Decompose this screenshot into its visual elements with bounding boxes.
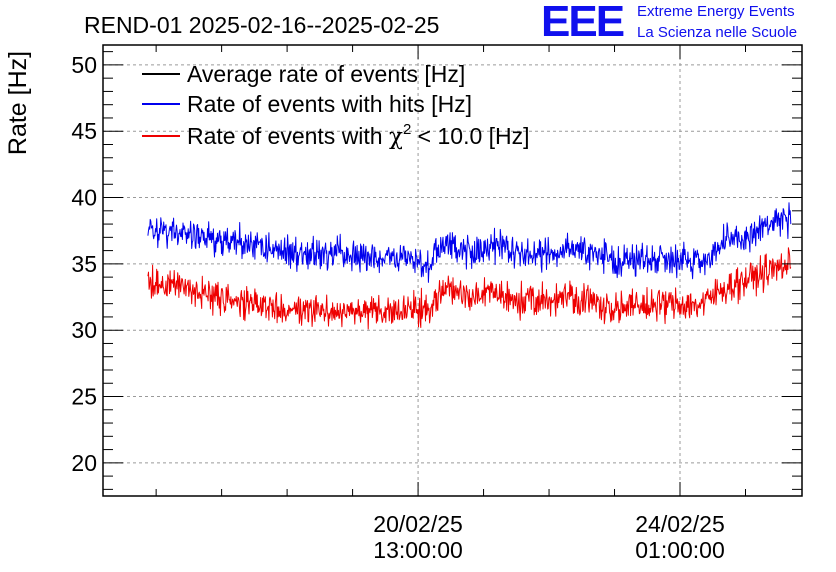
x-tick-label-time: 01:00:00	[635, 537, 725, 563]
legend: Average rate of events [Hz] Rate of event…	[142, 61, 530, 150]
x-tick-label-date: 20/02/25	[373, 511, 463, 537]
y-tick-label: 30	[71, 317, 97, 343]
y-tick-label: 20	[71, 450, 97, 476]
chart-title: REND-01 2025-02-16--2025-02-25	[84, 12, 439, 38]
legend-label-hits: Rate of events with hits [Hz]	[187, 91, 472, 117]
eee-logo-line2: La Scienza nelle Scuole	[637, 24, 798, 41]
grid-lines	[103, 45, 802, 496]
data-series	[147, 202, 792, 330]
eee-logo-mark: EEE	[541, 0, 625, 46]
y-tick-label: 50	[71, 52, 97, 78]
legend-label-chi2: Rate of events with χ2 < 10.0 [Hz]	[187, 121, 530, 150]
y-tick-label: 45	[71, 118, 97, 144]
y-tick-label: 35	[71, 251, 97, 277]
y-tick-label: 25	[71, 384, 97, 410]
x-tick-label-date: 24/02/25	[635, 511, 725, 537]
y-tick-label: 40	[71, 185, 97, 211]
series-line-chi2	[147, 247, 792, 330]
legend-label-average: Average rate of events [Hz]	[187, 61, 465, 87]
plot-frame	[102, 44, 803, 497]
series-line-hits	[147, 202, 792, 283]
y-axis-label: Rate [Hz]	[4, 51, 32, 155]
eee-logo-line1: Extreme Energy Events	[637, 3, 795, 20]
x-tick-label-time: 13:00:00	[373, 537, 463, 563]
